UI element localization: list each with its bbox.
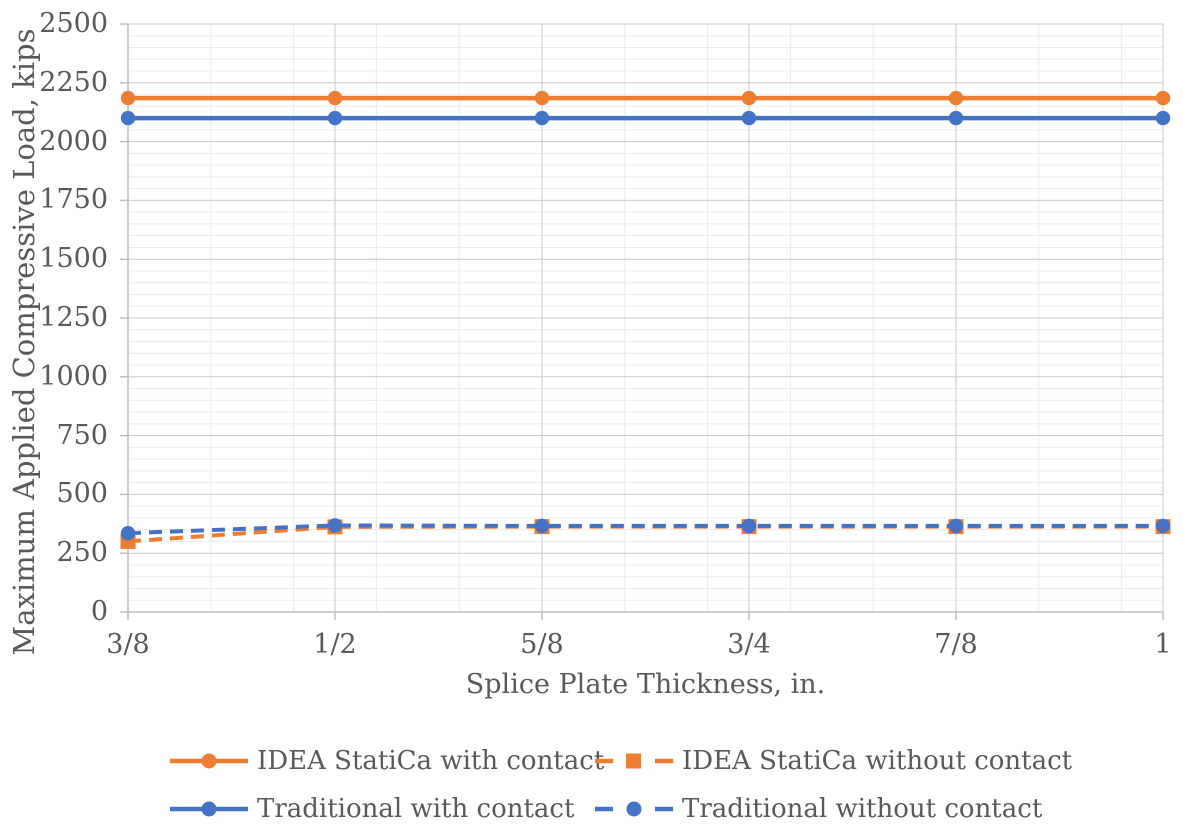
legend-item-idea-with-contact: IDEA StatiCa with contact: [170, 746, 604, 776]
series-marker-circle: [327, 90, 343, 106]
series-marker-circle: [1155, 90, 1171, 106]
series-marker-circle: [327, 518, 343, 533]
series-marker-circle: [1155, 110, 1171, 126]
x-tick-label: 3/8: [106, 629, 150, 660]
legend-label: Traditional without contact: [682, 794, 1043, 824]
x-tick-label: 1: [1154, 629, 1172, 660]
series-marker-circle: [120, 526, 136, 541]
legend-sample-dashed-orange: [595, 753, 673, 769]
legend-item-traditional-without-contact: Traditional without contact: [595, 794, 1072, 824]
series-marker-circle: [120, 90, 136, 106]
legend-sample-dashed-blue: [595, 801, 673, 817]
series-marker-circle: [120, 110, 136, 126]
plot-area: [120, 23, 1171, 620]
legend-label: IDEA StatiCa with contact: [257, 746, 605, 776]
y-tick-label: 1500: [39, 243, 108, 275]
series-marker-circle: [948, 110, 964, 126]
series-marker-circle: [741, 110, 757, 126]
legend-item-traditional-with-contact: Traditional with contact: [170, 794, 595, 824]
y-tick-label: 750: [56, 419, 108, 451]
y-tick-label: 0: [90, 596, 108, 627]
series-marker-circle: [741, 90, 757, 106]
series-marker-circle: [1155, 518, 1171, 534]
x-tick-label: 7/8: [934, 629, 978, 660]
y-tick-label: 2250: [39, 66, 108, 98]
y-tick-label: 1750: [39, 184, 108, 216]
series-line-3: [127, 523, 1163, 536]
y-tick-label: 1250: [39, 302, 108, 333]
x-axis-title: Splice Plate Thickness, in.: [465, 669, 826, 700]
series-marker-circle: [327, 110, 343, 126]
y-tick-label: 2500: [39, 8, 108, 39]
legend-sample-solid-orange: [170, 753, 248, 769]
legend-sample-solid-blue: [170, 801, 248, 817]
legend-label: IDEA StatiCa without contact: [682, 746, 1073, 776]
x-tick-label: 5/8: [520, 629, 564, 660]
series-marker-circle: [534, 518, 550, 534]
y-tick-label: 500: [56, 478, 108, 510]
legend: IDEA StatiCa with contact IDEA StatiCa w…: [170, 746, 1072, 824]
y-tick-label: 1000: [39, 360, 108, 392]
series-marker-circle: [534, 90, 550, 106]
series-marker-circle: [948, 90, 964, 106]
y-tick-label: 2000: [39, 125, 108, 157]
series-marker-circle: [534, 110, 550, 126]
series-marker-circle: [741, 518, 757, 534]
y-tick-label: 250: [56, 537, 108, 569]
x-tick-label: 3/4: [727, 629, 771, 660]
legend-item-idea-without-contact: IDEA StatiCa without contact: [595, 746, 1072, 776]
x-tick-label: 1/2: [313, 629, 357, 660]
legend-label: Traditional with contact: [257, 794, 575, 824]
series-marker-circle: [948, 518, 964, 534]
